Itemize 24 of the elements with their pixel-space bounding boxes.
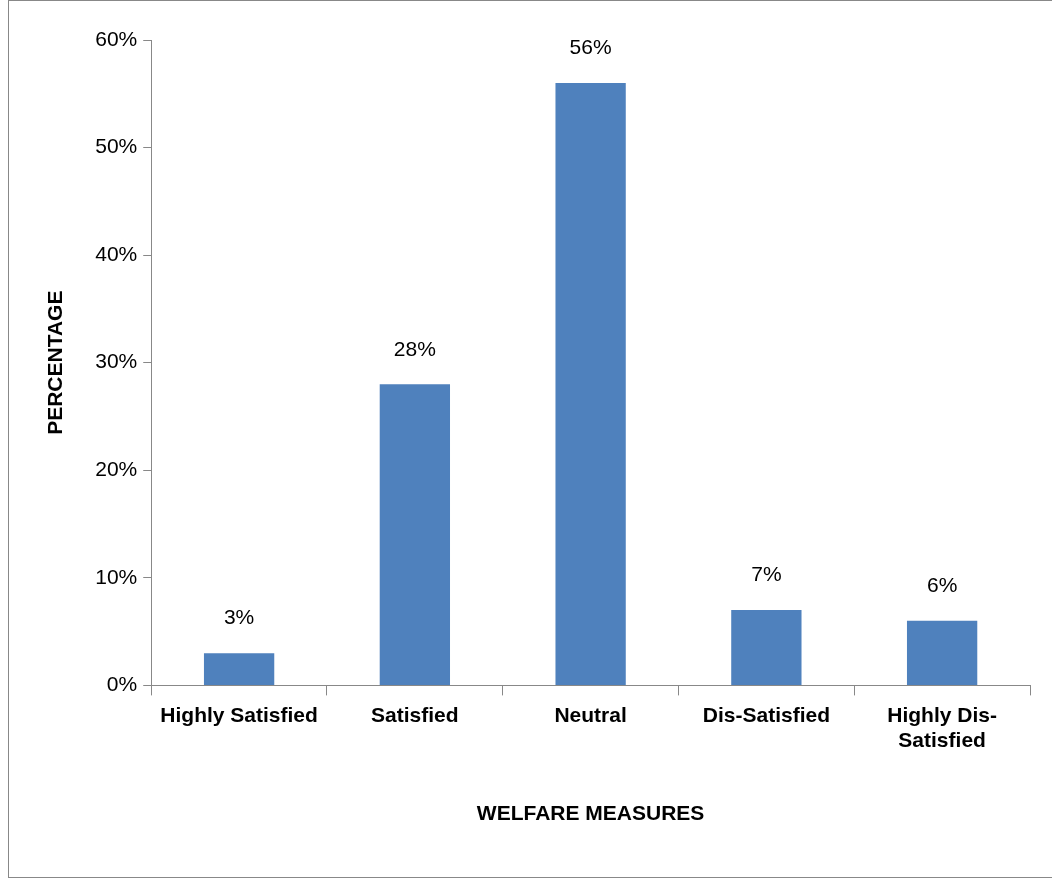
data-label: 28% <box>393 336 436 360</box>
x-tick-label: Neutral <box>554 702 627 726</box>
bar <box>906 620 978 685</box>
x-tick-label: Highly Satisfied <box>160 702 318 726</box>
y-tick-label: 60% <box>95 26 138 50</box>
y-tick-label: 0% <box>106 672 138 696</box>
y-tick-label: 30% <box>95 349 138 373</box>
y-axis-title: PERCENTAGE <box>43 290 67 435</box>
x-tick-label: Dis-Satisfied <box>702 702 830 726</box>
y-tick-label: 20% <box>95 457 138 481</box>
bar <box>555 83 626 685</box>
data-label: 56% <box>569 35 612 59</box>
bar <box>203 653 275 685</box>
x-tick-label: Highly Dis-Satisfied <box>887 702 997 751</box>
y-tick-label: 40% <box>95 241 138 265</box>
x-axis-title: WELFARE MEASURES <box>476 801 705 825</box>
data-label: 6% <box>926 573 958 597</box>
y-tick-label: 10% <box>95 564 138 588</box>
data-label: 7% <box>751 562 782 586</box>
y-tick-label: 50% <box>95 134 138 158</box>
x-tick-label: Satisfied <box>371 702 459 726</box>
bar <box>731 610 802 685</box>
data-label: 3% <box>223 605 255 629</box>
bar <box>379 384 451 685</box>
